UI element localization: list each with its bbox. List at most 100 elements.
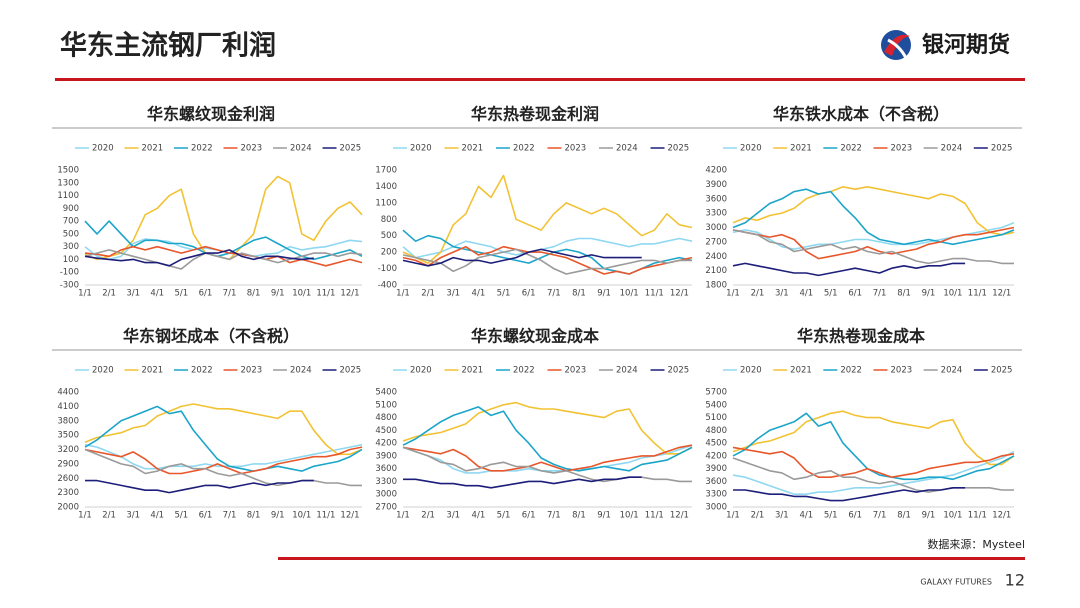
y-tick-label: 300 xyxy=(63,242,79,252)
series-line xyxy=(84,446,363,475)
series-line xyxy=(84,405,363,472)
y-tick-label: 1800 xyxy=(705,281,727,291)
legend-label: 2025 xyxy=(991,366,1013,376)
legend-label: 2023 xyxy=(241,366,263,376)
series-line xyxy=(732,446,1015,478)
legend-label: 2021 xyxy=(790,366,812,376)
x-tick-label: 2/1 xyxy=(102,289,116,299)
y-tick-label: 4800 xyxy=(705,426,727,436)
legend-label: 2024 xyxy=(616,144,638,154)
logo-swoosh xyxy=(887,38,908,59)
legend-label: 2024 xyxy=(290,366,312,376)
y-tick-label: 2900 xyxy=(57,459,79,469)
series-line xyxy=(732,262,966,277)
legend-label: 2020 xyxy=(92,366,114,376)
x-tick-label: 4/1 xyxy=(799,289,813,299)
y-tick-label: 4200 xyxy=(705,166,727,176)
legend-label: 2021 xyxy=(462,144,484,154)
x-tick-label: 4/1 xyxy=(799,511,813,521)
legend-label: 2023 xyxy=(891,366,913,376)
series-line xyxy=(84,249,314,267)
y-tick-label: 4200 xyxy=(705,451,727,461)
legend-label: 2021 xyxy=(142,366,164,376)
x-tick-label: 1/1 xyxy=(78,289,92,299)
x-tick-label: 3/1 xyxy=(446,289,460,299)
x-tick-label: 2/1 xyxy=(421,511,435,521)
x-tick-label: 5/1 xyxy=(824,289,838,299)
y-tick-label: 3200 xyxy=(57,445,79,455)
legend-label: 2022 xyxy=(840,144,862,154)
x-tick-label: 1/1 xyxy=(396,511,410,521)
x-tick-label: 10/1 xyxy=(620,289,639,299)
x-tick-label: 9/1 xyxy=(922,511,936,521)
x-tick-label: 3/1 xyxy=(126,511,140,521)
x-tick-label: 8/1 xyxy=(247,511,261,521)
source-note: 数据来源：Mysteel xyxy=(927,537,1025,551)
y-tick-label: 800 xyxy=(381,215,397,225)
y-tick-label: 500 xyxy=(381,231,397,241)
x-tick-label: 12/1 xyxy=(340,511,359,521)
legend-label: 2020 xyxy=(740,366,762,376)
x-tick-label: 9/1 xyxy=(597,289,611,299)
x-tick-label: 10/1 xyxy=(620,511,639,521)
legend-label: 2024 xyxy=(616,366,638,376)
series-line xyxy=(732,412,1015,481)
page-number: 12 xyxy=(1005,571,1025,590)
x-tick-label: 2/1 xyxy=(102,511,116,521)
x-tick-label: 4/1 xyxy=(472,511,486,521)
legend-label: 2022 xyxy=(513,144,535,154)
x-tick-label: 3/1 xyxy=(775,511,789,521)
legend-label: 2021 xyxy=(790,144,812,154)
x-tick-label: 6/1 xyxy=(522,289,536,299)
y-tick-label: -100 xyxy=(378,264,397,274)
chart-title: 华东热卷现金成本 xyxy=(797,327,925,346)
y-tick-label: 1700 xyxy=(375,166,397,176)
series-line xyxy=(84,448,362,487)
series-line xyxy=(402,237,693,259)
footer-rule xyxy=(278,557,1025,560)
legend-label: 2022 xyxy=(191,144,213,154)
legend-label: 2024 xyxy=(941,366,963,376)
y-tick-label: -400 xyxy=(378,281,397,291)
x-tick-label: 3/1 xyxy=(446,511,460,521)
series-line xyxy=(402,406,693,472)
y-tick-label: 3800 xyxy=(57,416,79,426)
x-tick-label: 7/1 xyxy=(223,289,237,299)
x-tick-label: 1/1 xyxy=(726,511,740,521)
legend-label: 2020 xyxy=(410,144,432,154)
x-tick-label: 11/1 xyxy=(316,289,335,299)
footer-brand: GALAXY FUTURES xyxy=(920,578,992,587)
x-tick-label: 9/1 xyxy=(271,289,285,299)
x-tick-label: 12/1 xyxy=(670,289,689,299)
y-tick-label: 1300 xyxy=(57,178,79,188)
y-tick-label: -300 xyxy=(60,281,79,291)
chart-title: 华东钢坯成本（不含税） xyxy=(123,327,299,346)
legend-label: 2025 xyxy=(991,144,1013,154)
series-line xyxy=(402,245,693,275)
y-tick-label: 4200 xyxy=(375,439,397,449)
chart-title: 华东热卷现金利润 xyxy=(471,105,599,124)
legend-label: 2025 xyxy=(668,366,690,376)
y-tick-label: 1100 xyxy=(375,198,397,208)
y-tick-label: 200 xyxy=(381,248,397,258)
y-tick-label: 2400 xyxy=(705,252,727,262)
logo-text: 银河期货 xyxy=(922,32,1010,58)
x-tick-label: 5/1 xyxy=(497,511,511,521)
x-tick-label: 6/1 xyxy=(848,511,862,521)
y-tick-label: 4500 xyxy=(375,426,397,436)
x-tick-label: 4/1 xyxy=(150,289,164,299)
legend-label: 2022 xyxy=(191,366,213,376)
y-tick-label: 4500 xyxy=(705,439,727,449)
y-tick-label: 3600 xyxy=(705,477,727,487)
legend-label: 2021 xyxy=(462,366,484,376)
x-tick-label: 10/1 xyxy=(943,289,962,299)
x-tick-label: 10/1 xyxy=(292,289,311,299)
y-tick-label: 3600 xyxy=(375,464,397,474)
y-tick-label: 5100 xyxy=(705,413,727,423)
series-line xyxy=(402,248,642,267)
y-tick-label: 2700 xyxy=(375,503,397,513)
y-tick-label: 5400 xyxy=(375,388,397,398)
series-line xyxy=(402,174,693,264)
y-tick-label: 3300 xyxy=(705,490,727,500)
